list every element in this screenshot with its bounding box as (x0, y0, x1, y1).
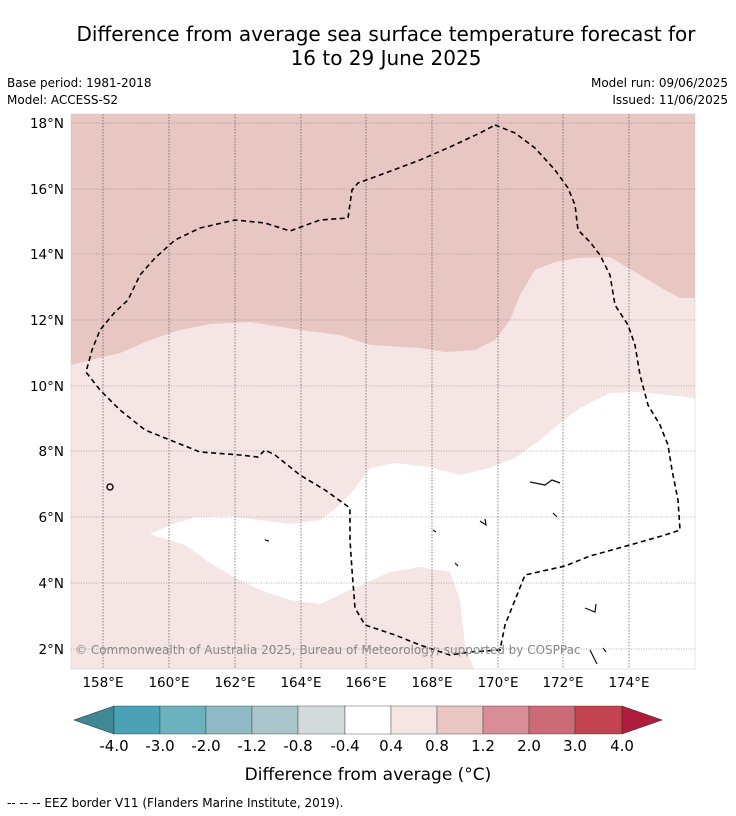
colorbar-seg-4 (251, 705, 299, 735)
lon-label-166e: 166°E (345, 675, 386, 691)
lon-label-174e: 174°E (608, 675, 649, 691)
eez-legend: -- -- -- EEZ border V11 (Flanders Marine… (7, 796, 344, 810)
eez-border (85, 124, 681, 656)
lat-label-14n: 14°N (30, 247, 64, 263)
colorbar-seg-10 (528, 705, 576, 735)
lat-gridlines (71, 122, 695, 650)
small-islands (264, 512, 607, 665)
colorbar-tick-label: 1.2 (471, 737, 495, 755)
lat-label-12n: 12°N (30, 313, 64, 329)
lon-label-162e: 162°E (214, 675, 255, 691)
colorbar-seg-8 (436, 705, 484, 735)
colorbar-ticks: -4.0 -3.0 -2.0 -1.2 -0.8 -0.4 0.4 0.8 1.… (99, 737, 634, 755)
lon-label-160e: 160°E (148, 675, 189, 691)
lat-label-18n: 18°N (30, 116, 64, 132)
colorbar-tick-label: 0.8 (425, 737, 449, 755)
colorbar-tick-label: -0.8 (283, 737, 312, 755)
colorbar-seg-2 (159, 705, 207, 735)
meta-left: Base period: 1981-2018 Model: ACCESS-S2 (7, 75, 152, 109)
lat-label-6n: 6°N (39, 510, 64, 526)
colorbar-tick-label: -2.0 (191, 737, 220, 755)
map-area: © Commonwealth of Australia 2025, Bureau… (71, 114, 695, 669)
colorbar-seg-9 (482, 705, 530, 735)
lat-label-16n: 16°N (30, 182, 64, 198)
colorbar-label: Difference from average (°C) (245, 765, 492, 785)
colorbar-tick-label: -1.2 (237, 737, 266, 755)
lat-label-4n: 4°N (39, 576, 64, 592)
lon-label-170e: 170°E (477, 675, 518, 691)
lon-labels: 158°E 160°E 162°E 164°E 166°E 168°E 170°… (82, 675, 649, 691)
lat-label-8n: 8°N (39, 444, 64, 460)
island-outline (106, 483, 114, 491)
lat-labels: 18°N 16°N 14°N 12°N 10°N 8°N 6°N 4°N 2°N (30, 116, 64, 658)
title-line-1: Difference from average sea surface temp… (76, 22, 696, 46)
lon-label-172e: 172°E (542, 675, 583, 691)
lon-label-164e: 164°E (280, 675, 321, 691)
colorbar-tick-label: 3.0 (563, 737, 587, 755)
map-frame (70, 113, 696, 670)
colorbar-tick-label: -4.0 (99, 737, 128, 755)
colorbar-high-arrow (621, 705, 663, 735)
model-name: Model: ACCESS-S2 (7, 93, 119, 107)
lat-label-2n: 2°N (39, 642, 64, 658)
colorbar-seg-6 (344, 705, 392, 735)
lon-label-168e: 168°E (411, 675, 452, 691)
island-marks (529, 479, 561, 486)
base-period: Base period: 1981-2018 (7, 76, 152, 90)
anomaly-band-0.8-1.2 (71, 114, 695, 365)
map-title: Difference from average sea surface temp… (30, 22, 736, 70)
anomaly-band-neutral (150, 392, 695, 669)
colorbar-seg-5 (297, 705, 346, 735)
colorbar-tick-label: 0.4 (379, 737, 403, 755)
colorbar-tick-label: -0.4 (330, 737, 359, 755)
issued-date: Issued: 11/06/2025 (612, 93, 728, 107)
colorbar-tick-label: 4.0 (610, 737, 634, 755)
colorbar-seg-7 (390, 705, 438, 735)
colorbar-seg-3 (205, 705, 253, 735)
model-run: Model run: 09/06/2025 (590, 76, 728, 90)
title-line-2: 16 to 29 June 2025 (290, 46, 482, 70)
colorbar-seg-11 (574, 705, 623, 735)
copyright-notice: © Commonwealth of Australia 2025, Bureau… (75, 643, 581, 657)
colorbar-tick-label: 2.0 (517, 737, 541, 755)
lon-label-158e: 158°E (82, 675, 123, 691)
colorbar (73, 705, 663, 735)
colorbar-seg-1 (113, 705, 161, 735)
colorbar-low-arrow (73, 705, 115, 735)
meta-right: Model run: 09/06/2025 Issued: 11/06/2025 (591, 75, 728, 109)
lat-label-10n: 10°N (30, 379, 64, 395)
colorbar-tick-label: -3.0 (145, 737, 174, 755)
lon-gridlines (102, 114, 630, 669)
